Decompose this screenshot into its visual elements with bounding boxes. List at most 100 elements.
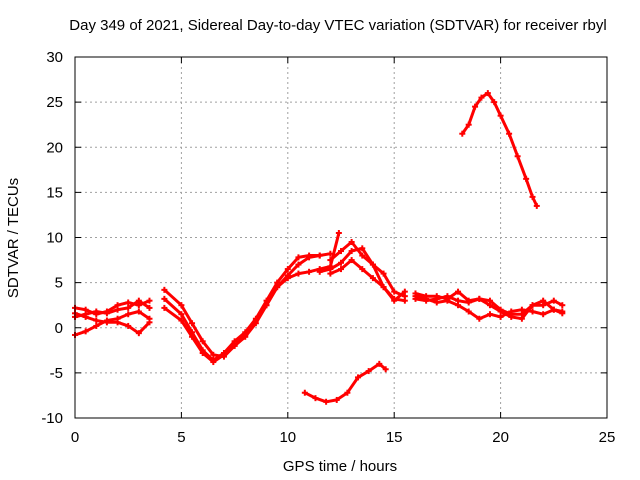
data-point — [199, 338, 206, 345]
data-point — [559, 302, 566, 309]
data-point — [178, 311, 185, 318]
y-tick-label: 30 — [46, 49, 63, 66]
series-line — [162, 254, 322, 359]
data-point — [455, 288, 462, 295]
data-point — [540, 297, 547, 304]
data-point — [274, 284, 281, 291]
data-point — [529, 193, 536, 200]
data-point — [284, 266, 291, 273]
data-point — [455, 297, 462, 304]
series-arc-evening-peak — [459, 90, 540, 209]
data-point — [382, 366, 389, 373]
data-point — [242, 331, 249, 338]
data-series — [72, 90, 566, 405]
x-tick-label: 0 — [71, 429, 79, 446]
y-tick-label: 15 — [46, 184, 63, 201]
x-tick-label: 15 — [386, 429, 403, 446]
data-point — [344, 389, 351, 396]
data-point — [523, 175, 530, 182]
data-point — [518, 306, 525, 313]
series-arc-early-c — [72, 308, 153, 338]
chart-title: Day 349 of 2021, Sidereal Day-to-day VTE… — [69, 17, 606, 34]
series-arc-negative — [301, 360, 389, 405]
series-arc-early-b — [72, 297, 153, 320]
grid-lines — [75, 57, 607, 418]
y-tick-label: 0 — [55, 320, 63, 337]
data-point — [550, 297, 557, 304]
data-point — [93, 322, 100, 329]
series-arc-morning-a — [161, 252, 323, 360]
data-point — [263, 302, 270, 309]
data-point — [312, 395, 319, 402]
data-point — [484, 90, 491, 97]
data-point — [161, 304, 168, 311]
series-line — [460, 91, 539, 208]
data-point — [423, 297, 430, 304]
data-point — [369, 275, 376, 282]
data-point — [348, 239, 355, 246]
series-line — [328, 258, 407, 303]
data-point — [295, 254, 302, 261]
x-tick-labels: 0 5 10 15 20 25 — [71, 429, 616, 446]
data-point — [82, 328, 89, 335]
data-point — [210, 351, 217, 358]
data-point — [401, 288, 408, 295]
data-point — [146, 297, 153, 304]
data-point — [231, 342, 238, 349]
data-point — [465, 299, 472, 306]
y-tick-label: 25 — [46, 94, 63, 111]
series-arc-afternoon-c — [412, 293, 566, 322]
x-tick-label: 5 — [177, 429, 185, 446]
data-point — [376, 360, 383, 367]
data-point — [161, 295, 168, 302]
data-point — [472, 103, 479, 110]
data-point — [459, 130, 466, 137]
data-point — [301, 389, 308, 396]
data-point — [476, 295, 483, 302]
data-point — [533, 202, 540, 209]
axis-ticks — [74, 56, 608, 419]
data-point — [135, 308, 142, 315]
data-point — [178, 302, 185, 309]
data-point — [295, 261, 302, 268]
series-line — [328, 240, 407, 298]
data-point — [125, 311, 132, 318]
x-tick-label: 25 — [599, 429, 616, 446]
data-point — [465, 308, 472, 315]
data-point — [178, 317, 185, 324]
data-point — [189, 333, 196, 340]
data-point — [465, 121, 472, 128]
data-point — [369, 261, 376, 268]
series-line — [162, 231, 341, 364]
data-point — [323, 398, 330, 405]
y-tick-label: 5 — [55, 275, 63, 292]
series-line — [303, 362, 388, 404]
data-point — [125, 304, 132, 311]
data-point — [412, 295, 419, 302]
y-tick-label: 10 — [46, 230, 63, 247]
data-point — [444, 293, 451, 300]
data-point — [338, 266, 344, 273]
data-point — [210, 359, 217, 366]
data-point — [335, 229, 342, 236]
data-point — [365, 368, 372, 375]
data-point — [125, 322, 132, 329]
y-axis-label: SDTVAR / TECUs — [5, 178, 22, 298]
data-point — [316, 252, 323, 259]
data-point — [433, 295, 440, 302]
data-point — [497, 112, 504, 119]
data-point — [559, 310, 566, 317]
data-point — [380, 284, 387, 291]
data-point — [391, 288, 398, 295]
data-point — [550, 306, 557, 313]
data-point — [93, 317, 100, 324]
data-point — [135, 297, 142, 304]
data-point — [540, 311, 547, 318]
x-axis-label: GPS time / hours — [283, 458, 397, 475]
data-point — [391, 295, 398, 302]
data-point — [93, 308, 100, 315]
x-tick-label: 10 — [279, 429, 296, 446]
data-point — [497, 313, 504, 320]
data-point — [529, 302, 536, 309]
